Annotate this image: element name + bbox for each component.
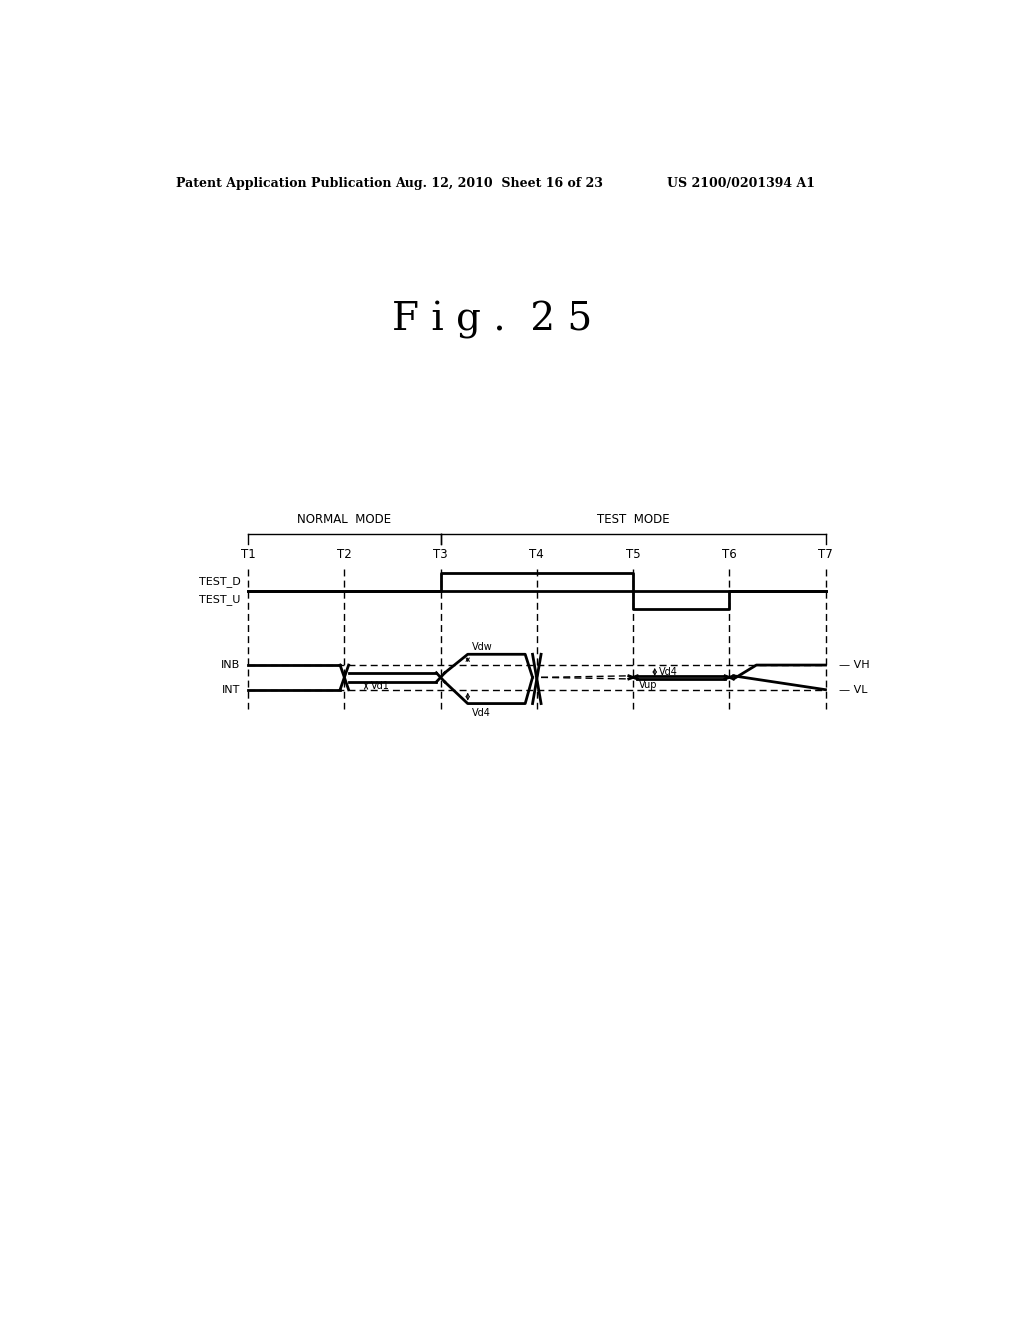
- Text: — VL: — VL: [840, 685, 868, 694]
- Text: T4: T4: [529, 548, 544, 561]
- Text: INT: INT: [222, 685, 241, 694]
- Text: Vd1: Vd1: [371, 681, 389, 690]
- Text: INB: INB: [221, 660, 241, 671]
- Text: NORMAL  MODE: NORMAL MODE: [297, 513, 391, 527]
- Text: Vd4: Vd4: [472, 708, 492, 718]
- Text: — VH: — VH: [840, 660, 870, 671]
- Text: T5: T5: [626, 548, 640, 561]
- Text: TEST_D: TEST_D: [199, 577, 241, 587]
- Text: TEST_U: TEST_U: [199, 594, 241, 606]
- Text: Aug. 12, 2010  Sheet 16 of 23: Aug. 12, 2010 Sheet 16 of 23: [395, 177, 603, 190]
- Text: Patent Application Publication: Patent Application Publication: [176, 177, 391, 190]
- Text: T1: T1: [241, 548, 256, 561]
- Text: Vd4: Vd4: [659, 667, 678, 677]
- Text: T3: T3: [433, 548, 447, 561]
- Text: Vdw: Vdw: [472, 642, 494, 652]
- Text: TEST  MODE: TEST MODE: [597, 513, 670, 527]
- Text: F i g .  2 5: F i g . 2 5: [392, 301, 592, 339]
- Text: T2: T2: [337, 548, 351, 561]
- Text: T6: T6: [722, 548, 736, 561]
- Text: T7: T7: [818, 548, 833, 561]
- Text: US 2100/0201394 A1: US 2100/0201394 A1: [667, 177, 815, 190]
- Text: Vup: Vup: [639, 681, 657, 690]
